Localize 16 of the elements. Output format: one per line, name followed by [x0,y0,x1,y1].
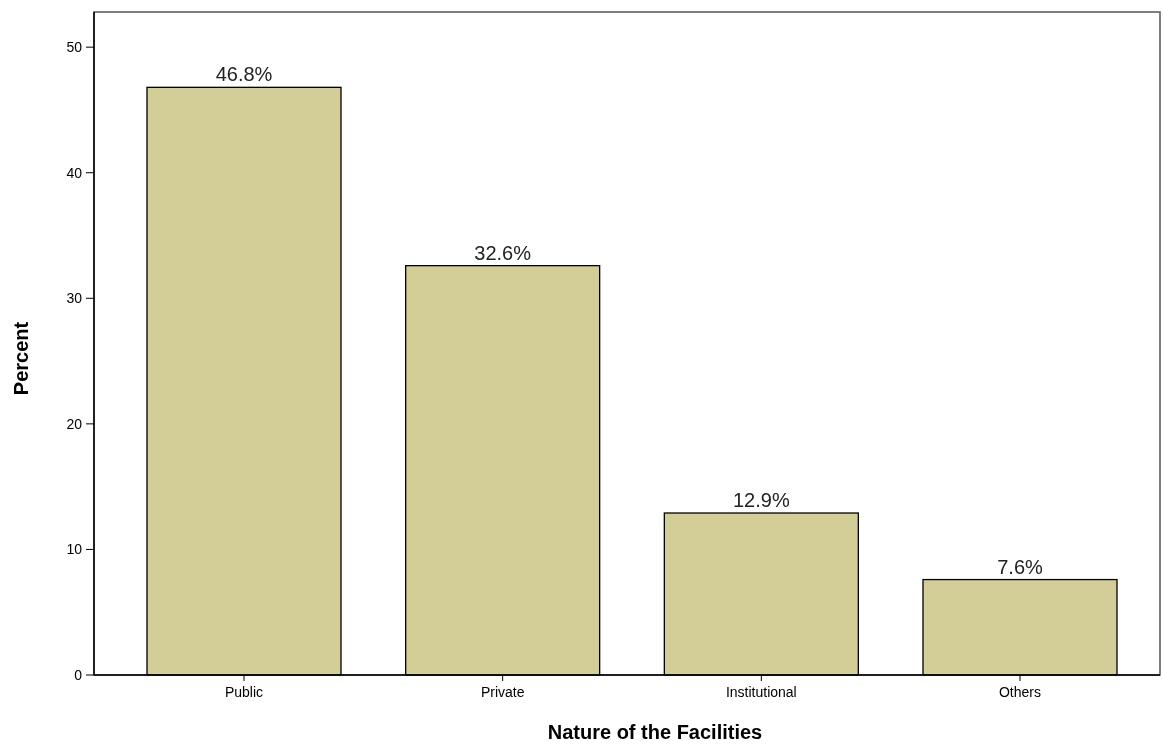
x-tick-label: Institutional [725,684,797,700]
y-tick-label: 0 [74,666,83,683]
y-tick-label: 50 [66,39,83,56]
x-tick-label: Public [224,684,264,700]
y-axis-title: Percent [10,321,32,396]
y-tick-label: 20 [66,415,83,432]
x-axis-title: Nature of the Facilities [547,721,763,743]
x-tick-label: Others [998,684,1042,700]
data-label: 46.8% [215,63,273,86]
data-label: 12.9% [732,489,790,512]
y-tick-label: 10 [66,541,83,558]
data-label: 7.6% [997,555,1044,578]
data-label: 32.6% [474,241,532,264]
x-tick-label: Private [480,684,525,700]
y-tick-label: 30 [66,290,83,307]
y-tick-label: 40 [66,164,83,181]
